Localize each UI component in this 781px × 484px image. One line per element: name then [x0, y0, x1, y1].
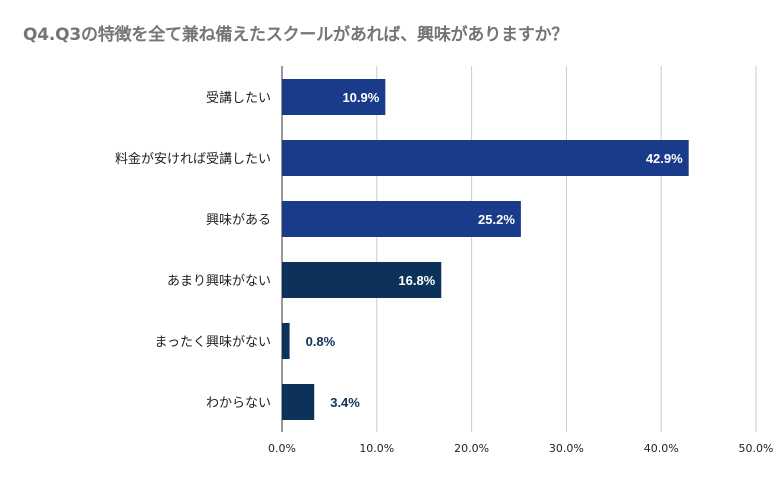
data-label: 10.9%: [342, 90, 379, 105]
category-label: あまり興味がない: [167, 274, 271, 289]
bars: [282, 79, 689, 420]
bar: [282, 262, 442, 298]
bar: [282, 323, 290, 359]
data-label: 42.9%: [646, 151, 683, 166]
category-label: まったく興味がない: [155, 335, 271, 350]
bar: [282, 201, 521, 237]
data-label: 0.8%: [306, 334, 336, 349]
x-tick-label: 40.0%: [644, 442, 679, 455]
bar: [282, 384, 315, 420]
data-label: 16.8%: [398, 273, 435, 288]
category-label: 料金が安ければ受講したい: [115, 151, 271, 167]
data-label: 25.2%: [478, 212, 515, 227]
category-label: 興味がある: [206, 213, 271, 228]
x-tick-label: 30.0%: [549, 442, 584, 455]
category-label: わからない: [206, 396, 271, 411]
category-label: 受講したい: [206, 90, 271, 106]
data-label: 3.4%: [330, 395, 360, 410]
x-tick-labels: 0.0% 10.0% 20.0% 30.0% 40.0% 50.0%: [268, 442, 773, 455]
chart-title: Q4.Q3の特徴を全て兼ね備えたスクールがあれば、興味がありますか？: [23, 25, 569, 45]
category-labels: 受講したい料金が安ければ受講したい興味があるあまり興味がないまったく興味がないわ…: [115, 90, 271, 411]
data-labels: 10.9% 42.9% 25.2% 16.8% 0.8% 3.4%: [306, 90, 684, 410]
bar: [282, 140, 689, 176]
x-tick-label: 50.0%: [739, 442, 774, 455]
gridlines: [281, 66, 757, 432]
x-tick-label: 0.0%: [268, 442, 296, 455]
x-tick-label: 10.0%: [359, 442, 394, 455]
bar: [282, 79, 386, 115]
x-tick-label: 20.0%: [454, 442, 489, 455]
